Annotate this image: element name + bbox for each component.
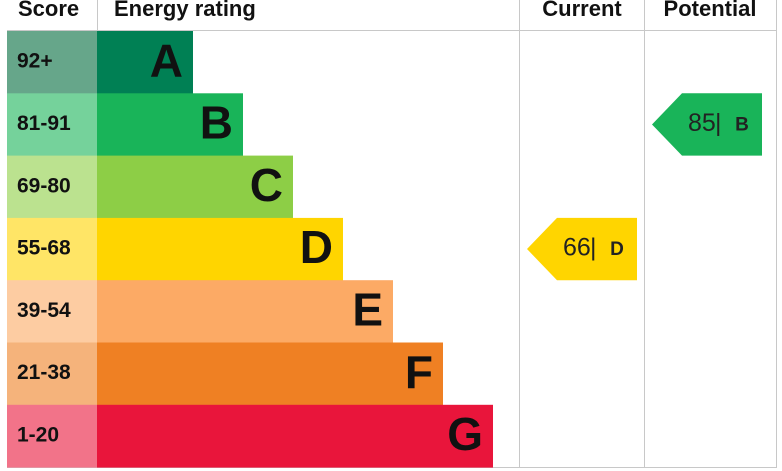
header-rating: Energy rating — [114, 0, 256, 21]
band-letter: B — [200, 97, 233, 149]
score-cell — [7, 404, 97, 468]
score-cell — [7, 93, 97, 157]
band-letter: F — [405, 346, 433, 398]
score-label: 39-54 — [17, 299, 71, 322]
current-arrow — [527, 217, 637, 281]
band-letter: A — [150, 34, 183, 86]
score-label: 21-38 — [17, 361, 71, 384]
header-potential: Potential — [664, 0, 757, 21]
score-cell — [7, 155, 97, 219]
score-label: 92+ — [17, 50, 53, 73]
separator: | — [715, 109, 722, 137]
score-cell — [7, 342, 97, 406]
score-cell — [7, 217, 97, 281]
rating-bar — [97, 155, 293, 219]
rating-bar — [97, 342, 443, 406]
potential-letter: B — [735, 114, 749, 135]
potential-arrow — [652, 93, 762, 156]
band-letter: C — [250, 159, 283, 211]
current-value: 66 — [563, 234, 591, 262]
header-current: Current — [542, 0, 622, 21]
band-letter: E — [352, 284, 383, 336]
rating-bar — [97, 404, 493, 468]
header-score: Score — [18, 0, 79, 21]
score-label: 1-20 — [17, 423, 59, 446]
rating-bar — [97, 31, 193, 94]
band-letter: D — [300, 221, 333, 273]
score-label: 55-68 — [17, 237, 71, 260]
current-letter: D — [610, 239, 624, 260]
rating-bar — [97, 217, 343, 281]
score-cell — [7, 280, 97, 343]
separator: | — [590, 234, 597, 262]
score-label: 69-80 — [17, 174, 71, 197]
potential-value: 85 — [688, 109, 716, 137]
score-label: 81-91 — [17, 112, 71, 135]
rating-bar — [97, 280, 393, 343]
score-cell — [7, 31, 97, 94]
band-letter: G — [447, 408, 483, 460]
rating-bar — [97, 93, 243, 157]
